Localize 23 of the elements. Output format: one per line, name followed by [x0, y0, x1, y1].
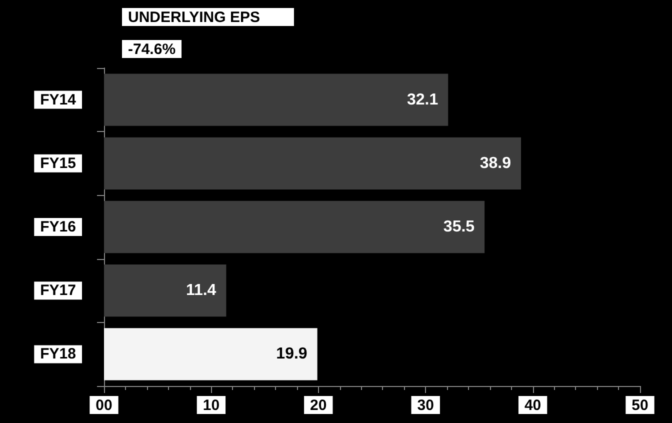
data-label: 11.4: [186, 282, 216, 300]
y-tick-label: FY17: [40, 282, 76, 300]
bar: [104, 74, 448, 126]
bar: [104, 200, 485, 254]
y-tick-label: FY16: [40, 218, 76, 236]
data-label: 19.9: [276, 346, 308, 363]
data-label: 35.5: [443, 218, 475, 236]
data-label: 38.9: [480, 154, 512, 172]
x-tick-label: 20: [310, 397, 327, 414]
bar: [104, 137, 522, 190]
x-tick-label: 00: [96, 397, 112, 414]
x-tick-label: 10: [202, 397, 220, 414]
chart-subtitle: -74.6%: [128, 41, 176, 58]
y-tick-label: FY15: [40, 154, 76, 172]
y-tick-label: FY18: [40, 346, 76, 363]
data-label: 32.1: [406, 91, 438, 108]
bar: [104, 264, 226, 317]
bar: [104, 328, 318, 380]
x-tick-label: 40: [524, 397, 542, 414]
chart-title: UNDERLYING EPS: [128, 9, 260, 26]
y-tick-label: FY14: [40, 91, 77, 108]
x-tick-label: 30: [417, 397, 434, 414]
x-tick-label: 50: [632, 397, 648, 414]
